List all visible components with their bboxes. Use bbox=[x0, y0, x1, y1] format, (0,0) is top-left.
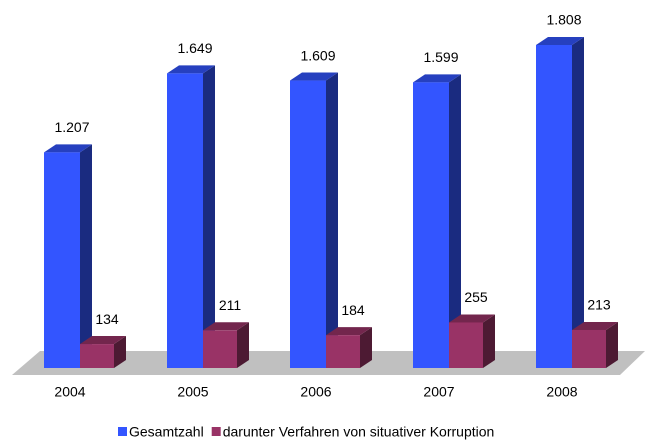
data-label: 1.808 bbox=[546, 12, 581, 28]
data-label: 1.609 bbox=[300, 47, 335, 63]
bar-front bbox=[290, 80, 326, 368]
bar-front bbox=[44, 152, 80, 368]
bar bbox=[413, 74, 461, 368]
bar-side bbox=[237, 322, 249, 368]
bar bbox=[44, 144, 92, 368]
bar-top bbox=[167, 65, 215, 74]
data-label: 255 bbox=[464, 289, 488, 305]
bar bbox=[80, 336, 126, 368]
bar bbox=[536, 37, 584, 368]
legend-swatch bbox=[118, 427, 127, 436]
bar-front bbox=[572, 329, 606, 368]
bar-top bbox=[290, 72, 338, 81]
x-tick-label: 2004 bbox=[54, 384, 85, 400]
x-tick-label: 2006 bbox=[300, 384, 331, 400]
bar bbox=[290, 72, 338, 368]
bar-side bbox=[572, 37, 584, 368]
bar-front bbox=[80, 344, 114, 368]
bar bbox=[572, 321, 618, 368]
bar-side bbox=[114, 336, 126, 368]
data-label: 213 bbox=[587, 297, 611, 313]
bar-side bbox=[80, 144, 92, 368]
bar-side bbox=[606, 321, 618, 368]
bar-front bbox=[203, 330, 237, 368]
bar-top bbox=[536, 37, 584, 45]
bar-side bbox=[360, 327, 372, 368]
bar bbox=[326, 327, 372, 368]
bar-front bbox=[449, 322, 483, 368]
data-label: 1.599 bbox=[423, 49, 458, 65]
bar-top bbox=[203, 322, 249, 331]
x-tick-label: 2005 bbox=[177, 384, 208, 400]
bar-side bbox=[449, 74, 461, 368]
data-label: 1.649 bbox=[177, 40, 212, 56]
bar bbox=[203, 322, 249, 368]
bar-front bbox=[413, 82, 449, 368]
data-label: 1.207 bbox=[54, 119, 89, 135]
bar-top bbox=[326, 327, 372, 336]
bar-side bbox=[326, 72, 338, 368]
bar-front bbox=[536, 45, 572, 368]
data-label: 184 bbox=[341, 302, 365, 318]
bar-front bbox=[326, 335, 360, 368]
bar bbox=[167, 65, 215, 368]
data-label: 211 bbox=[219, 297, 242, 313]
bar-top bbox=[413, 74, 461, 83]
bar-top bbox=[572, 321, 618, 330]
bar-top bbox=[44, 144, 92, 153]
bar-side bbox=[203, 65, 215, 368]
legend-swatch bbox=[211, 427, 221, 436]
bar-top bbox=[80, 336, 126, 345]
x-tick-label: 2007 bbox=[423, 384, 454, 400]
bar-front bbox=[167, 73, 203, 368]
legend-label: darunter Verfahren von situativer Korrup… bbox=[223, 424, 495, 440]
bar bbox=[449, 314, 495, 368]
data-label: 134 bbox=[95, 311, 119, 327]
bar-side bbox=[483, 314, 495, 368]
x-tick-label: 2008 bbox=[546, 384, 577, 400]
bar-top bbox=[449, 314, 495, 323]
legend-label: Gesamtzahl bbox=[129, 424, 204, 440]
